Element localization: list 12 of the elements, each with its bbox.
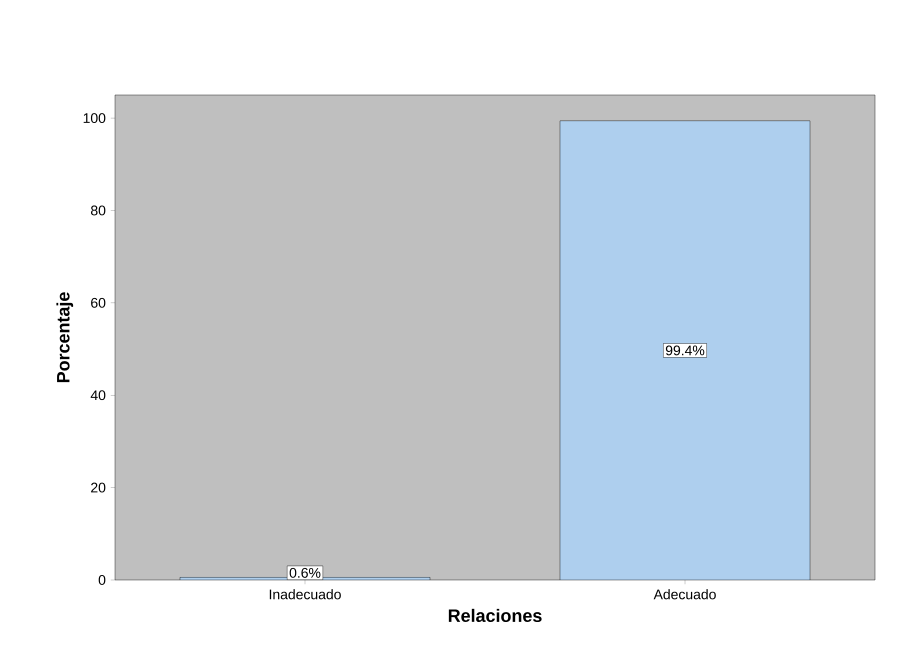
y-tick-label: 20 <box>91 482 106 493</box>
y-axis-title: Porcentaje <box>56 292 74 382</box>
x-tick-label: Inadecuado <box>270 589 341 600</box>
y-tick-label: 0 <box>98 575 106 585</box>
y-tick-label: 40 <box>90 390 106 400</box>
x-tick-label: Adecuado <box>654 589 716 600</box>
x-axis-title: Relaciones <box>448 608 542 622</box>
y-tick-label: 80 <box>90 206 106 216</box>
y-tick-label: 60 <box>91 298 106 308</box>
data-label: 0.6% <box>290 568 320 578</box>
y-tick-label: 100 <box>84 113 106 124</box>
data-label: 99.4% <box>666 345 704 356</box>
